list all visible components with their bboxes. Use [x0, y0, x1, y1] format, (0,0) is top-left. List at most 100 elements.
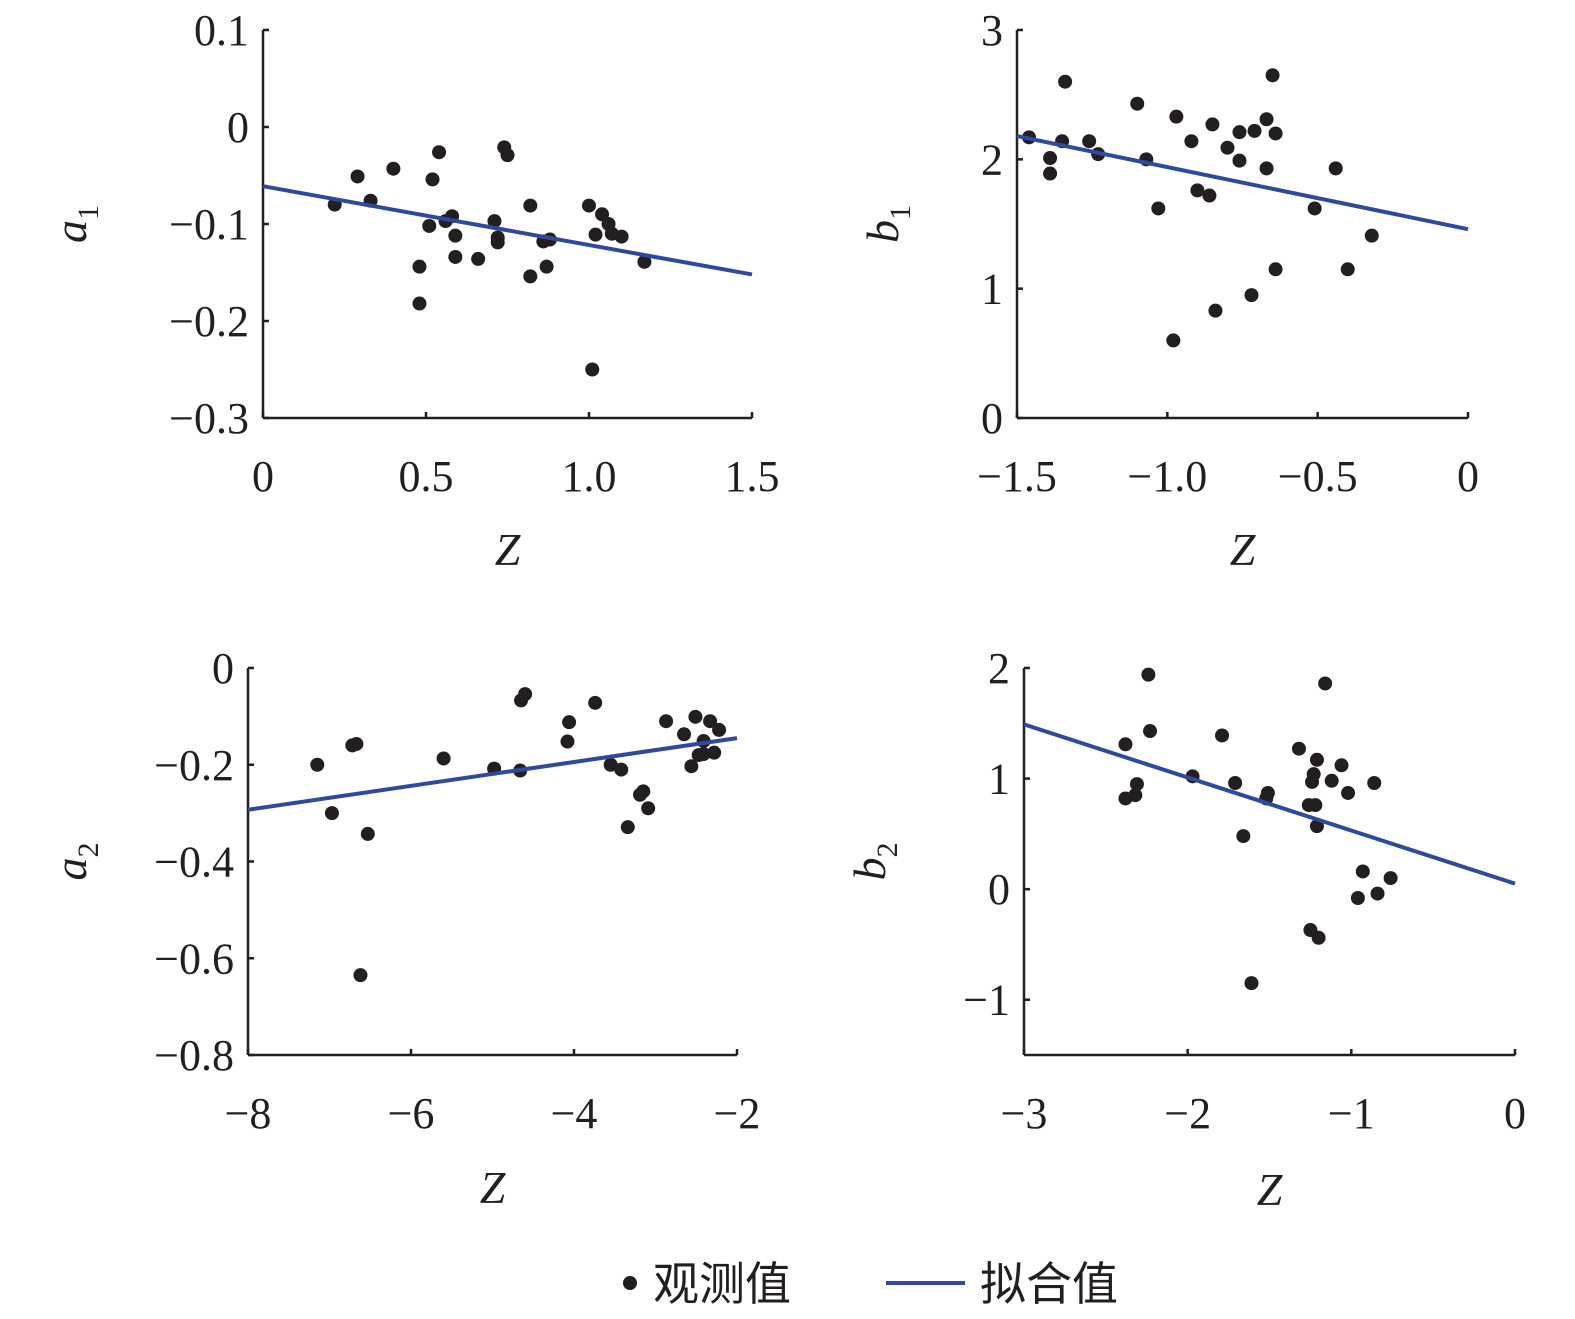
data-point [1190, 183, 1205, 198]
data-point [1043, 166, 1058, 181]
data-point [518, 687, 533, 702]
data-point [448, 249, 463, 264]
x-axis-title: Z [1257, 1164, 1283, 1215]
data-point [585, 362, 600, 377]
legend-observed-label: 观测值 [653, 1257, 791, 1311]
y-axis-title: a1 [45, 205, 105, 243]
data-point [1311, 930, 1326, 945]
data-point [1260, 785, 1275, 800]
data-point [1244, 288, 1259, 303]
data-point [1318, 676, 1333, 691]
data-point [310, 757, 325, 772]
data-point [1169, 109, 1184, 124]
x-tick-label: 0.5 [399, 452, 454, 501]
data-point [1247, 123, 1262, 138]
y-axis-title: a2 [45, 843, 105, 881]
y-tick-label: −0.6 [154, 934, 234, 983]
data-point [1128, 788, 1143, 803]
data-point [1265, 68, 1280, 83]
data-point [1232, 125, 1247, 140]
data-point [360, 826, 375, 841]
legend-fitted-label: 拟合值 [980, 1257, 1118, 1311]
data-point [1166, 333, 1181, 348]
x-tick-label: 0 [1504, 1089, 1526, 1138]
y-tick-label: −1 [963, 976, 1010, 1025]
y-tick-label: −0.3 [169, 394, 249, 443]
data-point [688, 709, 703, 724]
data-point [1143, 724, 1158, 739]
x-tick-label: −1.0 [1127, 452, 1207, 501]
data-point [677, 727, 692, 742]
x-tick-label: 1.0 [562, 452, 617, 501]
x-axis-title: Z [1230, 524, 1256, 575]
x-tick-label: −8 [225, 1089, 272, 1138]
data-point [1367, 775, 1382, 790]
legend: 观测值 拟合值 [623, 1257, 1118, 1311]
y-tick-label: 0 [988, 865, 1010, 914]
data-point [703, 714, 718, 729]
data-point [560, 734, 575, 749]
data-point [1308, 798, 1323, 813]
data-point [1184, 134, 1199, 149]
data-point [1208, 303, 1223, 318]
data-point [1306, 767, 1321, 782]
data-point [1141, 667, 1156, 682]
data-point [684, 759, 699, 774]
data-point [1328, 161, 1343, 176]
data-point [412, 259, 427, 274]
data-point [425, 172, 440, 187]
data-point [1228, 775, 1243, 790]
data-point [1082, 134, 1097, 149]
x-tick-label: −1 [1328, 1089, 1375, 1138]
data-point [1058, 74, 1073, 89]
y-tick-label: −0.4 [154, 838, 234, 887]
data-point [1232, 153, 1247, 168]
data-point [1291, 741, 1306, 756]
data-point [1259, 112, 1274, 127]
data-point [350, 169, 365, 184]
fit-line [1016, 134, 1469, 232]
data-point [641, 801, 656, 816]
data-point [539, 259, 554, 274]
data-point [523, 269, 538, 284]
data-point [582, 198, 596, 213]
y-axis-title: b1 [857, 205, 917, 243]
data-point [637, 254, 652, 269]
data-point [1309, 752, 1324, 767]
data-point [1202, 188, 1217, 203]
legend-observed-marker [623, 1276, 637, 1290]
y-tick-label: 0 [981, 394, 1003, 443]
x-tick-label: −4 [551, 1089, 598, 1138]
data-point [1043, 151, 1058, 166]
x-tick-label: −6 [388, 1089, 435, 1138]
y-tick-label: 1 [981, 265, 1003, 314]
y-tick-label: −0.1 [169, 200, 249, 249]
data-point [324, 806, 339, 821]
data-point [448, 228, 463, 243]
data-point [562, 715, 577, 730]
data-point [1130, 96, 1145, 111]
data-point [1129, 777, 1144, 792]
data-point [588, 227, 603, 242]
data-point [1236, 829, 1251, 844]
y-tick-label: 1 [988, 755, 1010, 804]
chart-panel-a2: 0 −0.2 −0.4 −0.6 −0.8 −8 −6 −4 −2 Za2 [45, 644, 760, 1213]
data-point [1220, 140, 1235, 155]
data-point [614, 762, 629, 777]
data-point [1259, 161, 1274, 176]
data-point [386, 161, 401, 176]
data-point [620, 820, 635, 835]
data-point [471, 251, 486, 266]
y-axis-title: b2 [844, 843, 904, 881]
data-point [696, 747, 711, 762]
chart-panel-b1: 3 2 1 0 −1.5 −1.0 −0.5 0 Zb1 [857, 6, 1479, 575]
data-point [523, 198, 538, 213]
data-point [1370, 886, 1385, 901]
data-point [614, 229, 629, 244]
data-point [1334, 758, 1349, 773]
data-point [707, 745, 722, 760]
x-axis-title: Z [480, 1162, 506, 1213]
x-tick-label: 0 [252, 452, 274, 501]
